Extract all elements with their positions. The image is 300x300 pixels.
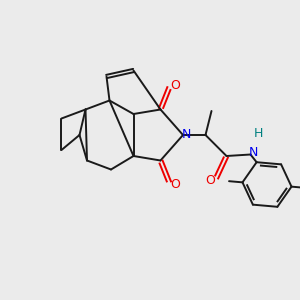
Text: O: O [170, 178, 180, 191]
Text: H: H [254, 127, 264, 140]
Text: O: O [170, 79, 180, 92]
Text: N: N [249, 146, 258, 159]
Text: N: N [182, 128, 191, 142]
Text: O: O [206, 174, 215, 188]
